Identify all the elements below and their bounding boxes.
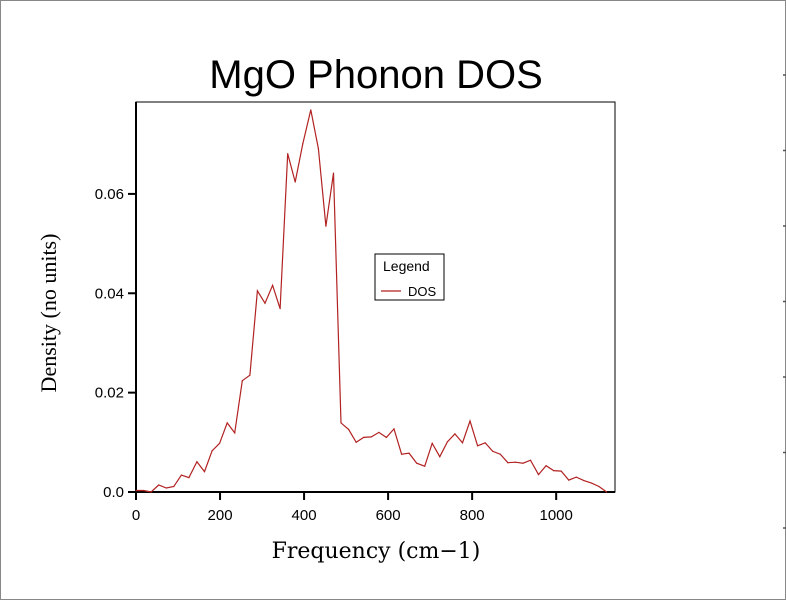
data-point-dos: [355, 441, 357, 443]
data-point-dos: [529, 459, 532, 461]
data-point-dos: [605, 491, 608, 493]
data-point-dos: [568, 479, 570, 481]
series-line-dos: [136, 109, 607, 493]
data-point-dos: [492, 450, 494, 452]
data-point-dos: [560, 470, 562, 472]
data-point-dos: [348, 428, 350, 431]
y-tick-label: 0.06: [95, 186, 124, 203]
data-point-dos: [234, 432, 236, 434]
chart-title: MgO Phonon DOS: [209, 53, 543, 97]
data-point-dos: [165, 487, 167, 489]
data-point-dos: [302, 143, 304, 145]
data-point-dos: [249, 374, 251, 376]
data-point-dos: [142, 489, 145, 492]
x-tick-label: 800: [460, 507, 485, 524]
data-point-dos: [294, 181, 296, 183]
data-point-dos: [150, 491, 152, 493]
data-point-dos: [363, 436, 365, 438]
data-point-dos: [469, 420, 471, 422]
data-point-dos: [279, 308, 281, 310]
data-point-dos: [583, 479, 585, 482]
data-point-dos: [408, 452, 410, 454]
data-point-dos: [135, 489, 137, 492]
data-point-dos: [537, 474, 540, 476]
data-point-dos: [370, 436, 372, 438]
data-point-dos: [553, 470, 555, 472]
data-point-dos: [446, 441, 448, 443]
data-point-dos: [598, 485, 600, 488]
data-point-dos: [514, 461, 517, 463]
data-point-dos: [393, 428, 395, 430]
data-point-dos: [173, 485, 175, 488]
x-tick-label: 600: [376, 507, 401, 524]
data-point-dos: [484, 442, 486, 444]
data-point-dos: [241, 380, 243, 382]
data-point-dos: [271, 284, 274, 286]
data-point-dos: [203, 471, 206, 473]
data-point-dos: [378, 431, 380, 433]
data-point-dos: [287, 153, 289, 155]
legend: Legend DOS: [374, 253, 445, 301]
data-point-dos: [325, 225, 327, 227]
data-point-dos: [522, 462, 524, 464]
data-point-dos: [461, 442, 464, 444]
data-point-dos: [416, 462, 418, 464]
legend-box: [374, 253, 445, 301]
data-point-dos: [575, 476, 577, 478]
data-point-dos: [590, 482, 593, 484]
y-tick-label: 0.02: [95, 385, 124, 402]
legend-title: Legend: [383, 258, 430, 274]
data-point-dos: [219, 442, 221, 444]
legend-label-dos: DOS: [408, 284, 437, 299]
data-point-dos: [317, 148, 319, 150]
data-point-dos: [226, 422, 228, 424]
data-point-dos: [340, 422, 342, 424]
data-point-dos: [477, 445, 479, 447]
data-point-dos: [385, 436, 388, 438]
data-point-dos: [188, 476, 190, 479]
data-point-dos: [332, 172, 335, 174]
y-axis-label: Density (no units): [36, 234, 61, 393]
data-point-dos: [507, 462, 509, 464]
data-point-dos: [256, 290, 259, 292]
y-tick-label: 0.0: [103, 484, 124, 501]
data-point-dos: [264, 302, 266, 304]
x-axis-label: Frequency (cm−1): [272, 539, 481, 564]
data-point-dos: [310, 109, 312, 111]
data-point-dos: [211, 450, 213, 452]
data-point-dos: [454, 433, 456, 435]
data-point-dos: [499, 453, 501, 455]
data-point-dos: [424, 465, 426, 467]
x-tick-label: 0: [132, 507, 140, 524]
data-point-dos: [431, 442, 433, 444]
x-tick-label: 400: [292, 507, 317, 524]
data-point-dos: [439, 456, 441, 458]
data-point-dos: [180, 474, 182, 476]
data-point-dos: [196, 461, 198, 463]
data-point-dos: [400, 453, 403, 455]
x-tick-label: 1000: [539, 507, 572, 524]
x-tick-label: 200: [208, 507, 233, 524]
data-point-dos: [158, 484, 160, 486]
data-point-dos: [545, 465, 547, 467]
y-tick-label: 0.04: [95, 285, 124, 302]
